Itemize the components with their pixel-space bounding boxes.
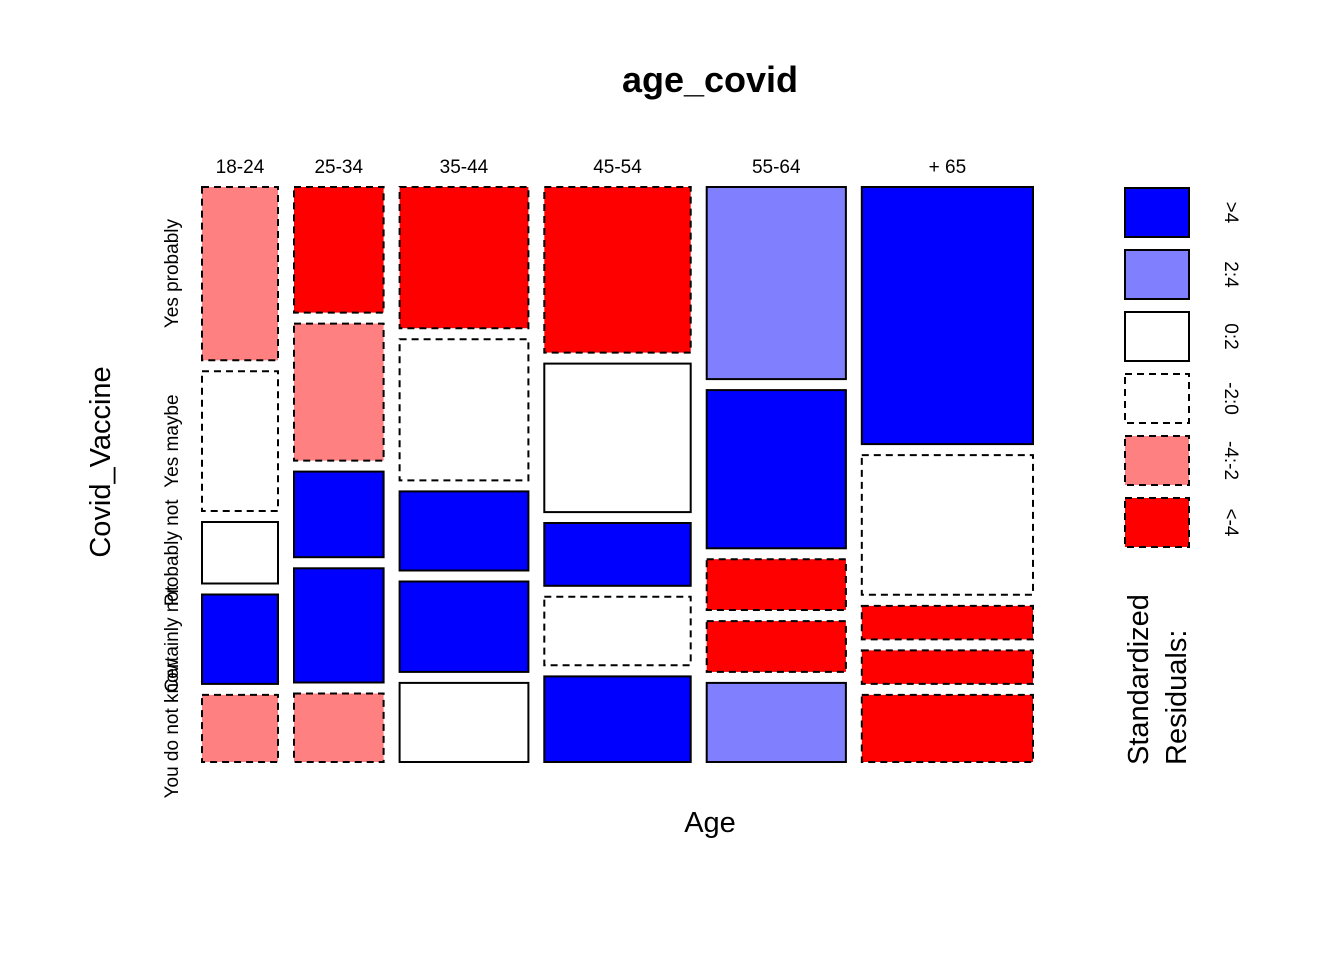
tile-35-44-you-do-not-know	[398, 681, 530, 764]
legend-label-4: -2:0	[1220, 382, 1241, 415]
tile-45-54-yes-maybe	[543, 362, 692, 514]
tile-25-34-yes-maybe	[293, 322, 385, 462]
tile-45-54-probably-not	[543, 522, 692, 587]
tile-18-24-probably-not	[201, 521, 279, 585]
y-tick-yes-probably: Yes probably	[162, 219, 183, 329]
tile-65-yes-maybe	[860, 454, 1034, 596]
y-axis-label: Covid_Vaccine	[85, 366, 117, 557]
legend-title-line-1: Standardized	[1123, 594, 1155, 765]
tile-25-34-yes-probably	[293, 186, 385, 314]
y-tick-you-do-not-know: You do not know	[162, 658, 183, 798]
y-tick-certainly-not: Certainly not	[162, 585, 183, 692]
tile-45-54-yes-probably	[543, 186, 692, 354]
tile-18-24-yes-probably	[201, 186, 279, 362]
x-tick-35-44: 35-44	[440, 157, 489, 178]
legend: >4 2:4 0:2 -2:0 -4:-2 <-4 Standardized Residual…	[1123, 187, 1241, 765]
x-tick-18-24: 18-24	[216, 157, 265, 178]
legend-label-6: <-4	[1220, 509, 1241, 537]
tile-45-54-you-do-not-know	[543, 675, 692, 764]
legend-swatch-3	[1124, 311, 1190, 362]
x-tick-65: + 65	[929, 157, 967, 178]
tile-55-64-yes-probably	[705, 186, 847, 381]
legend-swatch-4	[1124, 373, 1190, 424]
x-tick-25-34: 25-34	[314, 157, 363, 178]
tile-65-probably-not	[860, 604, 1034, 641]
tile-25-34-you-do-not-know	[293, 692, 385, 763]
legend-label-1: >4	[1220, 202, 1241, 224]
tile-65-certainly-not	[860, 649, 1034, 685]
legend-label-3: 0:2	[1220, 323, 1241, 349]
tile-18-24-certainly-not	[201, 593, 279, 685]
legend-swatch-1	[1124, 187, 1190, 238]
tile-55-64-you-do-not-know	[705, 681, 847, 764]
tile-55-64-certainly-not	[705, 620, 847, 673]
tile-25-34-certainly-not	[293, 567, 385, 684]
x-tick-labels: 18-24 25-34 35-44 45-54 55-64 + 65	[216, 157, 966, 178]
legend-swatch-5	[1124, 435, 1190, 486]
tile-55-64-yes-maybe	[705, 389, 847, 550]
legend-label-5: -4:-2	[1220, 441, 1241, 480]
tile-35-44-certainly-not	[398, 580, 530, 673]
y-tick-labels: Yes probably Yes maybe Probably notCertain…	[162, 219, 183, 799]
chart-title: age_covid	[622, 59, 798, 100]
x-axis-label: Age	[684, 807, 736, 839]
legend-label-2: 2:4	[1220, 261, 1241, 288]
tile-25-34-probably-not	[293, 470, 385, 559]
tile-65-you-do-not-know	[860, 693, 1034, 764]
tile-65-yes-probably	[860, 186, 1034, 446]
tile-45-54-certainly-not	[543, 595, 692, 667]
tile-35-44-probably-not	[398, 490, 530, 572]
legend-swatch-6	[1124, 497, 1190, 548]
mosaic-tiles	[201, 186, 1034, 764]
y-tick-probably-not: Probably not	[162, 499, 183, 606]
y-tick-yes-maybe: Yes maybe	[162, 394, 183, 487]
legend-title-line-2: Residuals:	[1161, 630, 1193, 765]
tile-18-24-yes-maybe	[201, 370, 279, 512]
legend-swatch-2	[1124, 249, 1190, 300]
tile-35-44-yes-probably	[398, 186, 530, 330]
x-tick-55-64: 55-64	[752, 157, 801, 178]
x-tick-45-54: 45-54	[593, 157, 642, 178]
tile-55-64-probably-not	[705, 558, 847, 612]
tile-18-24-you-do-not-know	[201, 693, 279, 764]
tile-35-44-yes-maybe	[398, 338, 530, 482]
